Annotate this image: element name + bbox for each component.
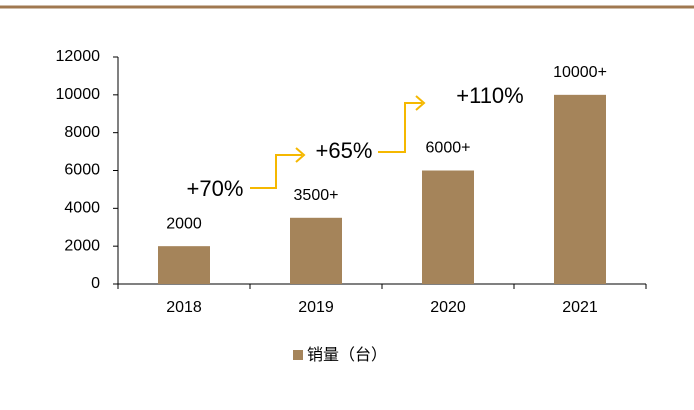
growth-arrow bbox=[250, 154, 302, 189]
bar bbox=[158, 246, 210, 284]
legend-label: 销量（台） bbox=[307, 346, 387, 364]
y-tick-label: 0 bbox=[91, 275, 100, 292]
annotation: +65% bbox=[316, 138, 373, 163]
arrow-head bbox=[415, 95, 426, 111]
y-tick-label: 12000 bbox=[56, 48, 101, 65]
value-label: 2000 bbox=[166, 215, 202, 232]
value-label: 10000+ bbox=[553, 64, 607, 81]
value-label: 3500+ bbox=[294, 187, 339, 204]
bar bbox=[290, 217, 342, 284]
y-tick-label: 8000 bbox=[64, 124, 100, 141]
annotation: +110% bbox=[456, 83, 523, 108]
y-tick-label: 10000 bbox=[56, 86, 101, 103]
annotation: +70% bbox=[187, 176, 244, 201]
legend-swatch bbox=[293, 350, 303, 360]
x-tick-label: 2020 bbox=[430, 299, 466, 316]
arrow-head bbox=[295, 147, 306, 163]
y-tick-label: 6000 bbox=[64, 162, 100, 179]
bar bbox=[554, 94, 606, 284]
value-label: 6000+ bbox=[426, 140, 471, 157]
y-tick-label: 2000 bbox=[64, 237, 100, 254]
x-tick-label: 2021 bbox=[562, 299, 598, 316]
y-tick-label: 4000 bbox=[64, 200, 100, 217]
growth-arrow bbox=[378, 102, 422, 153]
x-tick-label: 2018 bbox=[166, 299, 202, 316]
bar bbox=[422, 170, 474, 284]
x-tick-label: 2019 bbox=[298, 299, 334, 316]
